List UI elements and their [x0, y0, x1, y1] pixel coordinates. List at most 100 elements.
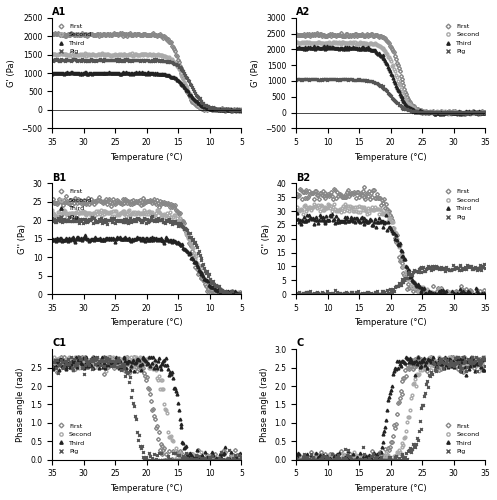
Text: A2: A2	[296, 7, 310, 17]
First	[85, 364, 91, 370]
Line: First: First	[51, 194, 243, 299]
Line: Second: Second	[51, 51, 243, 112]
Second	[344, 452, 350, 458]
Legend: First, Second, Third, Pig: First, Second, Third, Pig	[443, 421, 482, 456]
Third	[305, 451, 311, 457]
Second	[224, 108, 230, 114]
Pig	[468, 357, 474, 363]
Pig	[344, 452, 350, 458]
First	[231, 290, 237, 296]
Third	[305, 45, 311, 51]
Pig	[343, 76, 349, 82]
Third	[328, 457, 334, 463]
Second	[475, 292, 481, 298]
Third	[468, 295, 474, 301]
Pig	[61, 216, 67, 222]
Second	[329, 457, 335, 463]
First	[305, 457, 311, 463]
Pig	[149, 212, 155, 218]
Third	[185, 457, 191, 463]
Pig	[49, 56, 55, 62]
Pig	[57, 218, 63, 224]
Third	[123, 69, 129, 75]
Line: Pig: Pig	[51, 355, 243, 461]
Line: Third: Third	[295, 212, 487, 302]
First	[475, 356, 481, 362]
Second	[58, 50, 64, 56]
Y-axis label: G'' (Pa): G'' (Pa)	[262, 224, 271, 254]
First	[49, 31, 55, 37]
Pig	[454, 354, 460, 360]
First	[344, 456, 350, 462]
Pig	[223, 106, 229, 112]
Pig	[99, 218, 105, 224]
Pig	[302, 457, 308, 463]
First	[100, 30, 106, 36]
Third	[239, 456, 245, 462]
Text: B1: B1	[52, 172, 66, 182]
Second	[100, 358, 106, 364]
Pig	[99, 58, 105, 64]
First	[231, 106, 237, 112]
First	[482, 109, 488, 115]
First	[61, 197, 67, 203]
First	[163, 457, 168, 463]
Pig	[61, 57, 67, 63]
Third	[57, 235, 63, 241]
Line: Second: Second	[295, 202, 487, 302]
Legend: First, Second, Third, Pig: First, Second, Third, Pig	[55, 421, 95, 456]
Second	[301, 40, 307, 46]
Second	[49, 362, 55, 368]
First	[49, 357, 55, 363]
Second	[305, 457, 311, 463]
Line: Pig: Pig	[51, 214, 243, 298]
Second	[85, 52, 91, 58]
Pig	[239, 290, 245, 296]
Pig	[481, 262, 487, 268]
Second	[231, 106, 237, 112]
Pig	[224, 457, 230, 463]
Third	[224, 456, 230, 462]
Second	[331, 200, 337, 206]
Second	[222, 108, 228, 114]
Line: Second: Second	[295, 40, 487, 116]
Pig	[467, 110, 473, 116]
Third	[301, 46, 307, 52]
Pig	[293, 76, 299, 82]
Second	[482, 290, 488, 296]
Second	[427, 354, 433, 360]
Second	[57, 212, 63, 218]
Pig	[230, 293, 236, 299]
Pig	[84, 57, 90, 63]
Y-axis label: G'' (Pa): G'' (Pa)	[18, 224, 27, 254]
First	[344, 31, 350, 37]
First	[293, 456, 299, 462]
Y-axis label: Phase angle (rad): Phase angle (rad)	[16, 367, 25, 442]
Third	[61, 70, 67, 76]
Third	[91, 354, 97, 360]
Third	[223, 288, 229, 294]
Second	[482, 108, 488, 114]
Third	[403, 354, 409, 360]
Pig	[329, 452, 335, 458]
Pig	[49, 214, 55, 220]
First	[85, 32, 91, 38]
Line: Second: Second	[51, 208, 243, 297]
First	[482, 356, 488, 362]
Second	[482, 354, 488, 360]
First	[294, 457, 300, 463]
First	[461, 112, 467, 117]
First	[239, 108, 245, 114]
Second	[223, 289, 229, 295]
Third	[49, 236, 55, 242]
Third	[216, 107, 222, 113]
Second	[239, 106, 245, 112]
Third	[475, 110, 481, 116]
First	[293, 32, 299, 38]
First	[230, 294, 236, 300]
First	[100, 371, 106, 377]
Line: First: First	[51, 355, 243, 461]
Pig	[239, 454, 245, 460]
Line: Pig: Pig	[51, 58, 243, 112]
Second	[344, 207, 350, 213]
